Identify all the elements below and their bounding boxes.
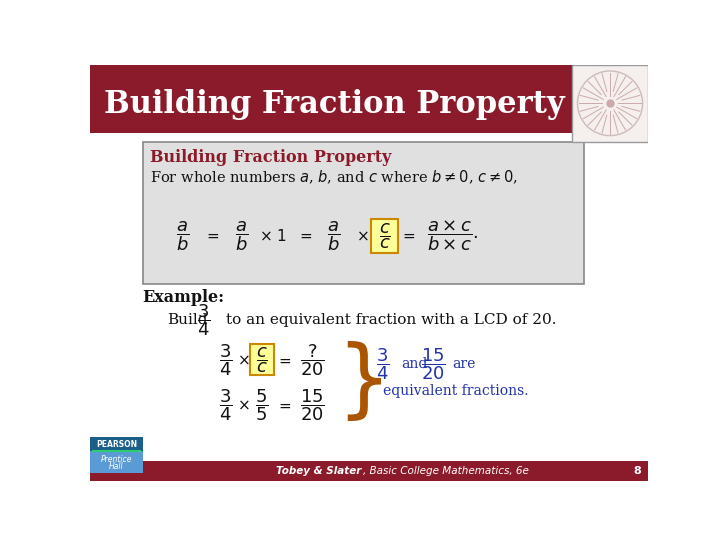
Bar	[572, 65, 648, 142]
Text: to an equivalent fraction with a LCD of 20.: to an equivalent fraction with a LCD of …	[225, 313, 556, 327]
Text: $=$: $=$	[204, 228, 220, 243]
FancyBboxPatch shape	[250, 345, 274, 375]
Text: $\dfrac{a}{b}$: $\dfrac{a}{b}$	[176, 219, 189, 253]
Text: Tobey & Slater: Tobey & Slater	[276, 466, 361, 476]
FancyBboxPatch shape	[143, 142, 585, 284]
Text: Building Fraction Property: Building Fraction Property	[150, 148, 392, 166]
Text: $\dfrac{?}{20}$: $\dfrac{?}{20}$	[300, 343, 325, 379]
Text: $\dfrac{3}{4}$: $\dfrac{3}{4}$	[219, 387, 233, 423]
Text: $\dfrac{3}{4}$: $\dfrac{3}{4}$	[197, 302, 211, 338]
Bar	[90, 437, 143, 451]
Text: Prentice: Prentice	[101, 455, 132, 463]
Text: $=$: $=$	[276, 353, 292, 368]
Bar	[90, 451, 143, 473]
Text: $\dfrac{15}{20}$: $\dfrac{15}{20}$	[421, 347, 446, 382]
Text: $\dfrac{3}{4}$: $\dfrac{3}{4}$	[377, 347, 390, 382]
Bar	[90, 65, 648, 132]
Text: Build: Build	[168, 313, 208, 327]
Text: $\times\ 1$: $\times\ 1$	[259, 228, 287, 244]
Text: $\dfrac{a \times c}{b \times c}.$: $\dfrac{a \times c}{b \times c}.$	[427, 218, 478, 253]
Text: Example:: Example:	[143, 289, 225, 306]
Text: and: and	[401, 357, 427, 372]
Text: , Basic College Mathematics, 6e: , Basic College Mathematics, 6e	[363, 466, 528, 476]
Text: Hall: Hall	[109, 462, 124, 471]
Text: $\times$: $\times$	[356, 228, 369, 243]
Text: $\dfrac{c}{c}$: $\dfrac{c}{c}$	[256, 346, 268, 375]
Text: $\times$: $\times$	[237, 353, 250, 368]
Text: $\dfrac{a}{b}$: $\dfrac{a}{b}$	[328, 219, 341, 253]
Text: are: are	[453, 357, 476, 372]
Text: $\dfrac{15}{20}$: $\dfrac{15}{20}$	[300, 387, 325, 423]
Text: $\dfrac{c}{c}$: $\dfrac{c}{c}$	[379, 221, 390, 251]
Text: $\times$: $\times$	[237, 397, 250, 413]
Text: PEARSON: PEARSON	[96, 440, 137, 449]
Text: For whole numbers $a$, $b$, and $c$ where $b \neq 0$, $c \neq 0$,: For whole numbers $a$, $b$, and $c$ wher…	[150, 168, 518, 186]
Text: equivalent fractions.: equivalent fractions.	[383, 384, 528, 399]
Text: $=$: $=$	[297, 228, 313, 243]
Text: $\dfrac{a}{b}$: $\dfrac{a}{b}$	[235, 219, 248, 253]
Bar	[90, 461, 648, 481]
Text: $\dfrac{5}{5}$: $\dfrac{5}{5}$	[256, 387, 269, 423]
Text: Building Fraction Property: Building Fraction Property	[104, 89, 564, 120]
Text: $=$: $=$	[400, 228, 417, 243]
Text: $\dfrac{3}{4}$: $\dfrac{3}{4}$	[219, 343, 233, 379]
Text: 8: 8	[634, 466, 641, 476]
Circle shape	[577, 71, 642, 136]
Text: $=$: $=$	[276, 397, 292, 413]
FancyBboxPatch shape	[372, 219, 397, 253]
Text: }: }	[336, 341, 391, 424]
